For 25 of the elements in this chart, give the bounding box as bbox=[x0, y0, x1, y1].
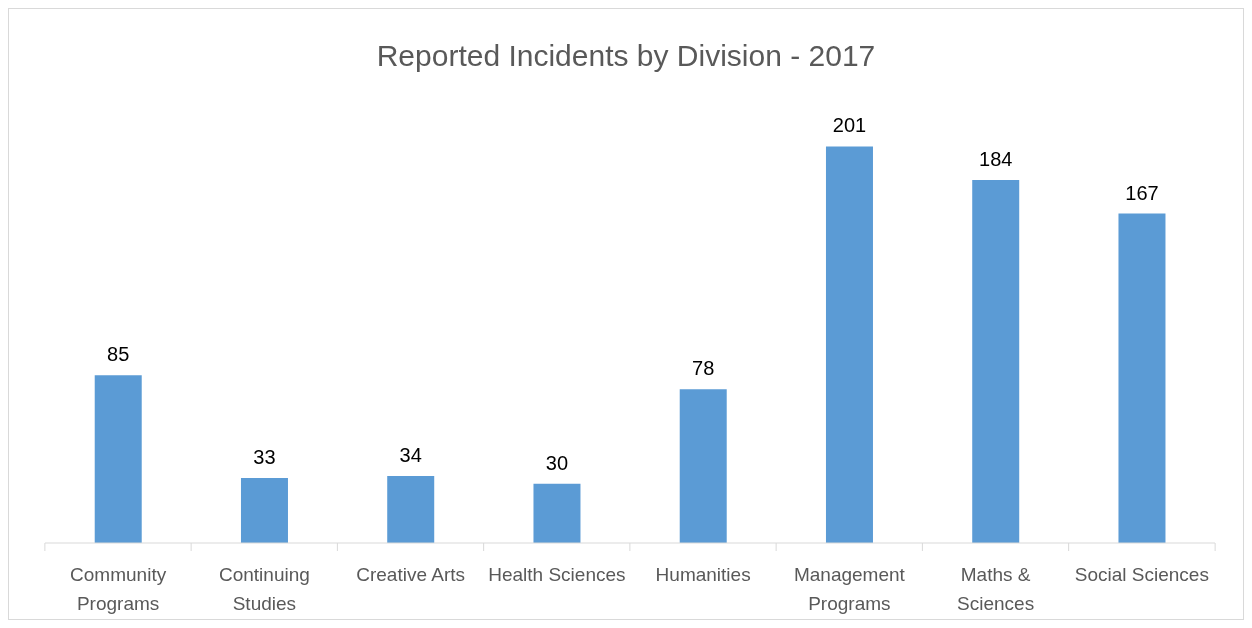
data-label: 78 bbox=[692, 357, 715, 380]
data-label: 167 bbox=[1125, 181, 1159, 204]
x-tick-label: Community Programs bbox=[70, 564, 167, 614]
x-tick-label: Health Sciences bbox=[488, 564, 626, 585]
data-label: 33 bbox=[253, 445, 276, 468]
x-tick-label: Social Sciences bbox=[1074, 564, 1209, 585]
data-label: 30 bbox=[545, 451, 569, 474]
bar bbox=[1118, 213, 1166, 543]
data-label: 34 bbox=[399, 443, 422, 466]
data-label: 85 bbox=[107, 343, 130, 366]
x-tick-label: Maths & Sciences bbox=[957, 564, 1035, 614]
x-tick-label: Management Programs bbox=[793, 564, 906, 614]
bar bbox=[533, 483, 581, 543]
bar bbox=[972, 180, 1020, 543]
bar bbox=[387, 475, 435, 543]
bar bbox=[240, 477, 288, 543]
data-label: 201 bbox=[832, 114, 867, 137]
bar bbox=[94, 375, 142, 543]
chart-title: Reported Incidents by Division - 2017 bbox=[375, 38, 877, 74]
bar bbox=[825, 146, 873, 543]
x-tick-label: Continuing Studies bbox=[218, 564, 310, 614]
x-tick-label: Humanities bbox=[655, 564, 751, 585]
data-label: 184 bbox=[979, 148, 1013, 171]
bar bbox=[679, 389, 727, 543]
x-tick-label: Creative Arts bbox=[356, 564, 466, 585]
